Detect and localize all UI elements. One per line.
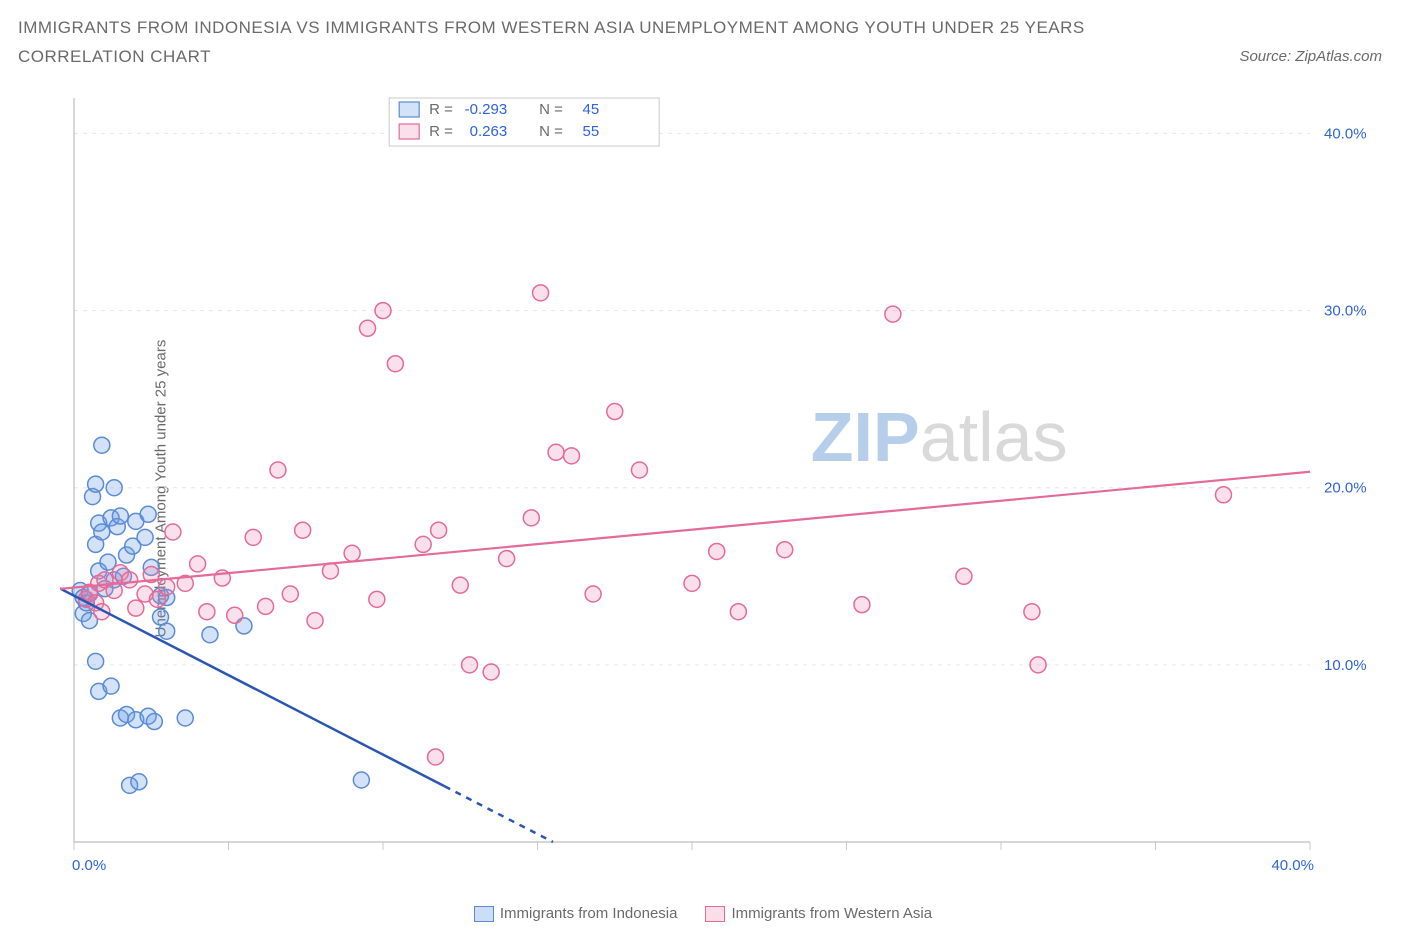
svg-text:30.0%: 30.0% (1324, 303, 1367, 320)
bottom-legend: Immigrants from Indonesia Immigrants fro… (0, 905, 1406, 922)
svg-text:N =: N = (539, 101, 563, 118)
scatter-chart: 10.0% 20.0% 30.0% 40.0% 0.0% 40.0% ZIPatlas R =… (60, 92, 1380, 882)
svg-text:10.0%: 10.0% (1324, 657, 1367, 674)
legend-item-indonesia: Immigrants from Indonesia (474, 905, 678, 922)
svg-text:R =: R = (429, 123, 453, 140)
svg-text:ZIPatlas: ZIPatlas (811, 398, 1068, 476)
svg-text:R =: R = (429, 101, 453, 118)
swatch-blue (474, 906, 494, 922)
title-line-2: CORRELATION CHART (18, 43, 1085, 72)
svg-text:55: 55 (582, 123, 599, 140)
svg-text:0.263: 0.263 (470, 123, 508, 140)
legend-label: Immigrants from Western Asia (731, 905, 932, 922)
chart-svg: 10.0% 20.0% 30.0% 40.0% 0.0% 40.0% ZIPatlas R =… (60, 92, 1380, 882)
title-line-1: IMMIGRANTS FROM INDONESIA VS IMMIGRANTS … (18, 14, 1085, 43)
svg-text:20.0%: 20.0% (1324, 480, 1367, 497)
svg-text:45: 45 (582, 101, 599, 118)
swatch-pink (705, 906, 725, 922)
source-attribution: Source: ZipAtlas.com (1239, 48, 1382, 65)
svg-text:N =: N = (539, 123, 563, 140)
chart-title-block: IMMIGRANTS FROM INDONESIA VS IMMIGRANTS … (18, 14, 1085, 72)
svg-text:0.0%: 0.0% (72, 857, 106, 874)
legend-item-western-asia: Immigrants from Western Asia (705, 905, 932, 922)
svg-text:40.0%: 40.0% (1271, 857, 1314, 874)
svg-text:40.0%: 40.0% (1324, 125, 1367, 142)
svg-text:-0.293: -0.293 (465, 101, 508, 118)
legend-label: Immigrants from Indonesia (500, 905, 678, 922)
